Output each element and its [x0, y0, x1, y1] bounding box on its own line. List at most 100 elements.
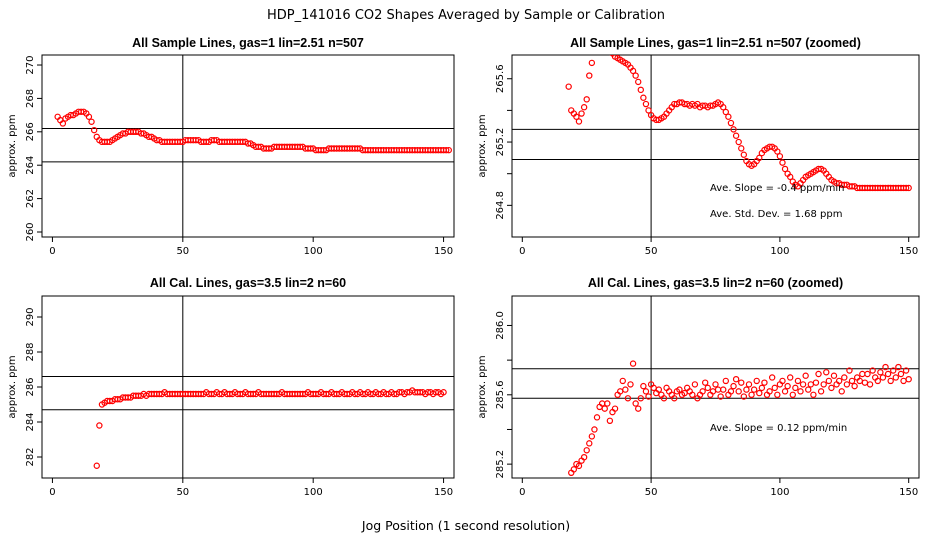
data-point	[874, 377, 881, 385]
data-point	[892, 374, 900, 381]
plot-frame	[511, 295, 920, 479]
data-point	[897, 370, 905, 378]
data-point	[745, 381, 753, 388]
x-tick-label: 150	[434, 487, 453, 498]
data-point	[583, 96, 590, 103]
data-point	[704, 384, 711, 392]
data-point	[712, 381, 719, 388]
data-point	[859, 370, 866, 378]
data-point	[732, 376, 740, 383]
data-points	[565, 55, 912, 192]
data-point	[848, 377, 856, 385]
data-point	[794, 377, 802, 385]
x-tick-label: 0	[519, 246, 525, 257]
data-point	[748, 391, 755, 398]
data-point	[776, 153, 784, 160]
data-point	[586, 440, 593, 447]
data-point	[629, 360, 637, 367]
data-point	[689, 391, 696, 398]
data-point	[895, 363, 902, 371]
data-point	[635, 405, 642, 412]
data-point	[882, 363, 889, 371]
data-point	[902, 367, 910, 374]
data-point	[756, 154, 763, 162]
data-point	[88, 118, 95, 125]
x-tick-label: 50	[645, 246, 658, 257]
data-point	[637, 395, 644, 402]
y-tick-label: 264	[25, 156, 36, 175]
data-points	[93, 387, 447, 469]
data-point	[756, 389, 763, 397]
data-point	[730, 382, 737, 390]
data-point	[890, 367, 897, 374]
data-point	[588, 59, 596, 67]
data-point	[779, 377, 786, 385]
data-point	[887, 377, 894, 385]
data-point	[730, 126, 737, 133]
data-point	[774, 391, 781, 398]
data-point	[781, 388, 789, 395]
data-point	[575, 462, 583, 470]
data-point	[591, 426, 598, 433]
y-tick-label: 268	[25, 89, 36, 108]
data-point	[645, 107, 652, 114]
data-point	[740, 151, 748, 158]
y-tick-label: 264.8	[495, 191, 506, 220]
y-tick-label: 270	[25, 55, 36, 74]
x-axis-label: Jog Position (1 second resolution)	[361, 518, 570, 533]
data-point	[604, 400, 611, 407]
data-point	[738, 379, 745, 386]
data-point	[629, 67, 637, 75]
data-point	[611, 405, 619, 412]
data-points	[568, 360, 912, 476]
x-tick-label: 150	[434, 246, 453, 257]
data-point	[578, 110, 585, 117]
data-point	[879, 374, 887, 381]
data-point	[580, 454, 588, 461]
panels: All Sample Lines, gas=1 lin=2.51 n=507 0 5…	[7, 36, 920, 498]
data-point	[774, 148, 781, 155]
x-tick-label: 150	[899, 487, 918, 498]
data-point	[766, 388, 773, 395]
data-point	[640, 382, 647, 390]
plot-frame	[41, 295, 455, 479]
data-point	[96, 422, 103, 429]
data-point	[828, 384, 835, 392]
data-point	[637, 86, 644, 94]
data-point	[622, 386, 629, 393]
panel-title: All Cal. Lines, gas=3.5 lin=2 n=60 (zoom…	[588, 276, 843, 290]
x-tick-label: 100	[770, 246, 789, 257]
panel-annotation: Ave. Std. Dev. = 1.68 ppm	[710, 209, 842, 220]
data-point	[717, 393, 724, 400]
data-point	[586, 72, 593, 79]
main-title: HDP_141016 CO2 Shapes Averaged by Sample…	[267, 8, 665, 23]
data-point	[583, 447, 590, 454]
panel-1: All Sample Lines, gas=1 lin=2.51 n=507 0 5…	[7, 36, 455, 257]
data-point	[573, 113, 580, 120]
data-point	[797, 388, 804, 395]
data-point	[575, 118, 583, 125]
data-point	[624, 395, 632, 402]
y-axis-label: approx. ppm	[7, 355, 18, 418]
data-point	[722, 108, 730, 116]
x-tick-label: 100	[304, 246, 323, 257]
y-tick-label: 290	[25, 307, 36, 326]
data-point	[753, 377, 760, 385]
y-tick-label: 265.6	[495, 64, 506, 93]
x-tick-label: 100	[304, 487, 323, 498]
panel-4: All Cal. Lines, gas=3.5 lin=2 n=60 (zoom…	[477, 276, 920, 498]
data-point	[815, 370, 822, 378]
data-point	[691, 381, 699, 388]
data-point	[799, 381, 807, 388]
data-point	[905, 184, 912, 192]
data-point	[807, 381, 815, 388]
data-point	[90, 126, 98, 134]
data-point	[732, 132, 740, 139]
data-point	[593, 414, 601, 421]
plot-frame	[511, 54, 920, 238]
data-point	[805, 386, 812, 393]
data-point	[714, 386, 722, 393]
data-point	[869, 367, 876, 374]
data-point	[884, 370, 892, 378]
